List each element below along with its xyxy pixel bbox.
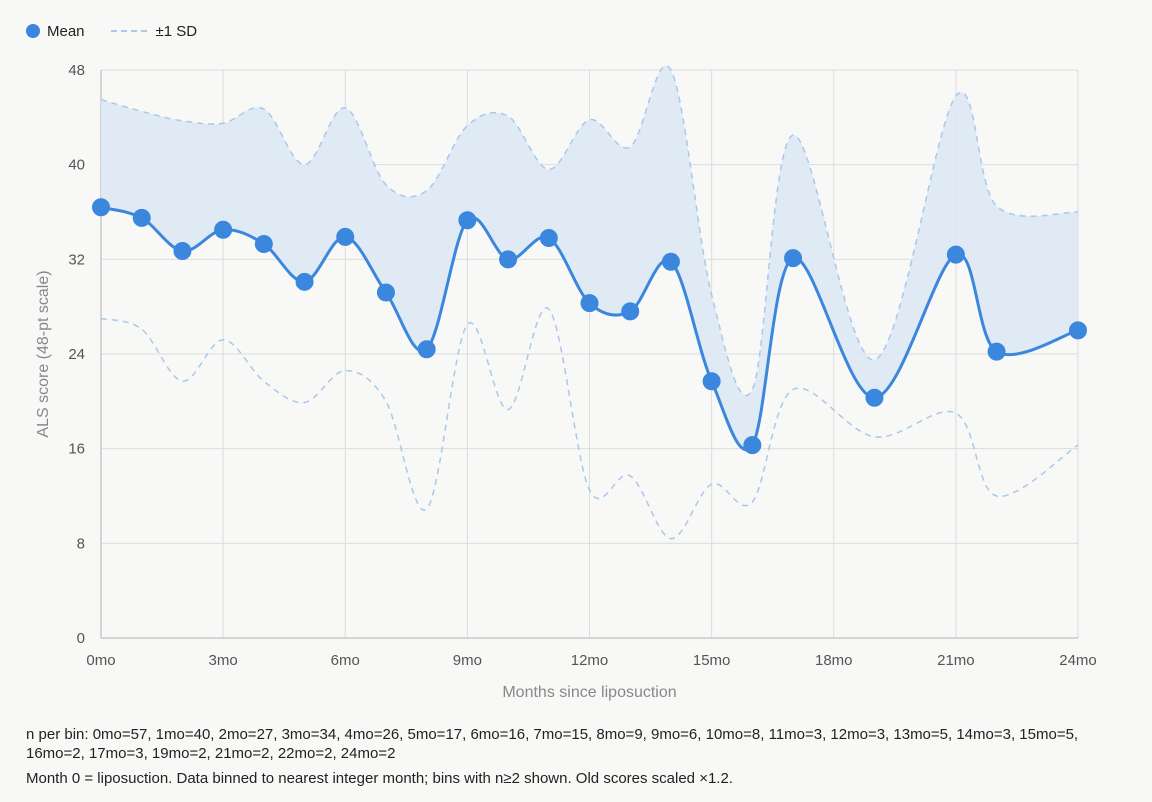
y-axis-ticks: 0 8 16 24 32 40 48: [68, 62, 85, 647]
legend-item-sd[interactable]: ±1 SD: [110, 22, 198, 40]
mean-point: [376, 283, 395, 302]
mean-point: [661, 252, 680, 271]
mean-point: [1069, 321, 1087, 340]
mean-points: [92, 198, 1087, 455]
y-tick-label: 40: [68, 157, 85, 174]
x-axis-ticks: 0mo 3mo 6mo 9mo 12mo 15mo 18mo 21mo 24mo: [86, 652, 1096, 669]
mean-point: [702, 372, 721, 391]
legend-item-mean[interactable]: Mean: [26, 23, 85, 40]
y-tick-label: 0: [77, 630, 85, 647]
sd-legend-marker: [110, 30, 147, 32]
mean-point: [580, 294, 599, 313]
mean-point: [295, 272, 314, 291]
line-chart: 0mo 3mo 6mo 9mo 12mo 15mo 18mo 21mo 24mo 0 8 16 24 3…: [35, 62, 1097, 701]
mean-point: [865, 388, 884, 407]
mean-point: [336, 227, 355, 246]
mean-point: [539, 229, 558, 248]
caption-note: Month 0 = liposuction. Data binned to ne…: [26, 770, 733, 787]
y-tick-label: 8: [77, 535, 85, 552]
y-tick-label: 16: [68, 441, 85, 458]
y-tick-label: 24: [68, 346, 85, 363]
x-tick-label: 15mo: [693, 652, 731, 669]
sd-lower-line: [100, 307, 1079, 540]
x-tick-label: 18mo: [815, 652, 853, 669]
x-tick-label: 3mo: [209, 652, 238, 669]
x-tick-label: 24mo: [1059, 652, 1097, 669]
x-axis-title: Months since liposuction: [502, 684, 676, 701]
legend-label-sd: ±1 SD: [155, 22, 198, 40]
mean-point: [92, 198, 110, 217]
mean-point: [784, 249, 803, 268]
mean-point: [743, 436, 762, 455]
x-tick-label: 0mo: [86, 652, 115, 669]
mean-legend-marker: [26, 24, 40, 38]
mean-point: [621, 302, 640, 321]
mean-point: [946, 245, 965, 264]
mean-point: [458, 211, 477, 230]
mean-point: [132, 208, 151, 227]
legend: Mean ±1 SD: [26, 20, 223, 42]
sd-band: [101, 65, 1078, 450]
mean-point: [254, 234, 273, 253]
x-tick-label: 21mo: [937, 652, 975, 669]
mean-point: [417, 340, 436, 359]
mean-point: [987, 342, 1006, 361]
y-tick-label: 48: [68, 62, 85, 79]
x-tick-label: 9mo: [453, 652, 482, 669]
mean-point: [173, 242, 192, 261]
notes: n per bin: 0mo=57, 1mo=40, 2mo=27, 3mo=3…: [26, 725, 1126, 788]
mean-point: [499, 250, 518, 269]
y-axis-title: ALS score (48-pt scale): [35, 270, 52, 437]
legend-label-mean: Mean: [47, 22, 85, 40]
n-per-bin-note: n per bin: 0mo=57, 1mo=40, 2mo=27, 3mo=3…: [26, 726, 1079, 762]
y-tick-label: 32: [68, 251, 85, 268]
x-tick-label: 12mo: [571, 652, 609, 669]
x-tick-label: 6mo: [331, 652, 360, 669]
mean-point: [214, 220, 233, 239]
